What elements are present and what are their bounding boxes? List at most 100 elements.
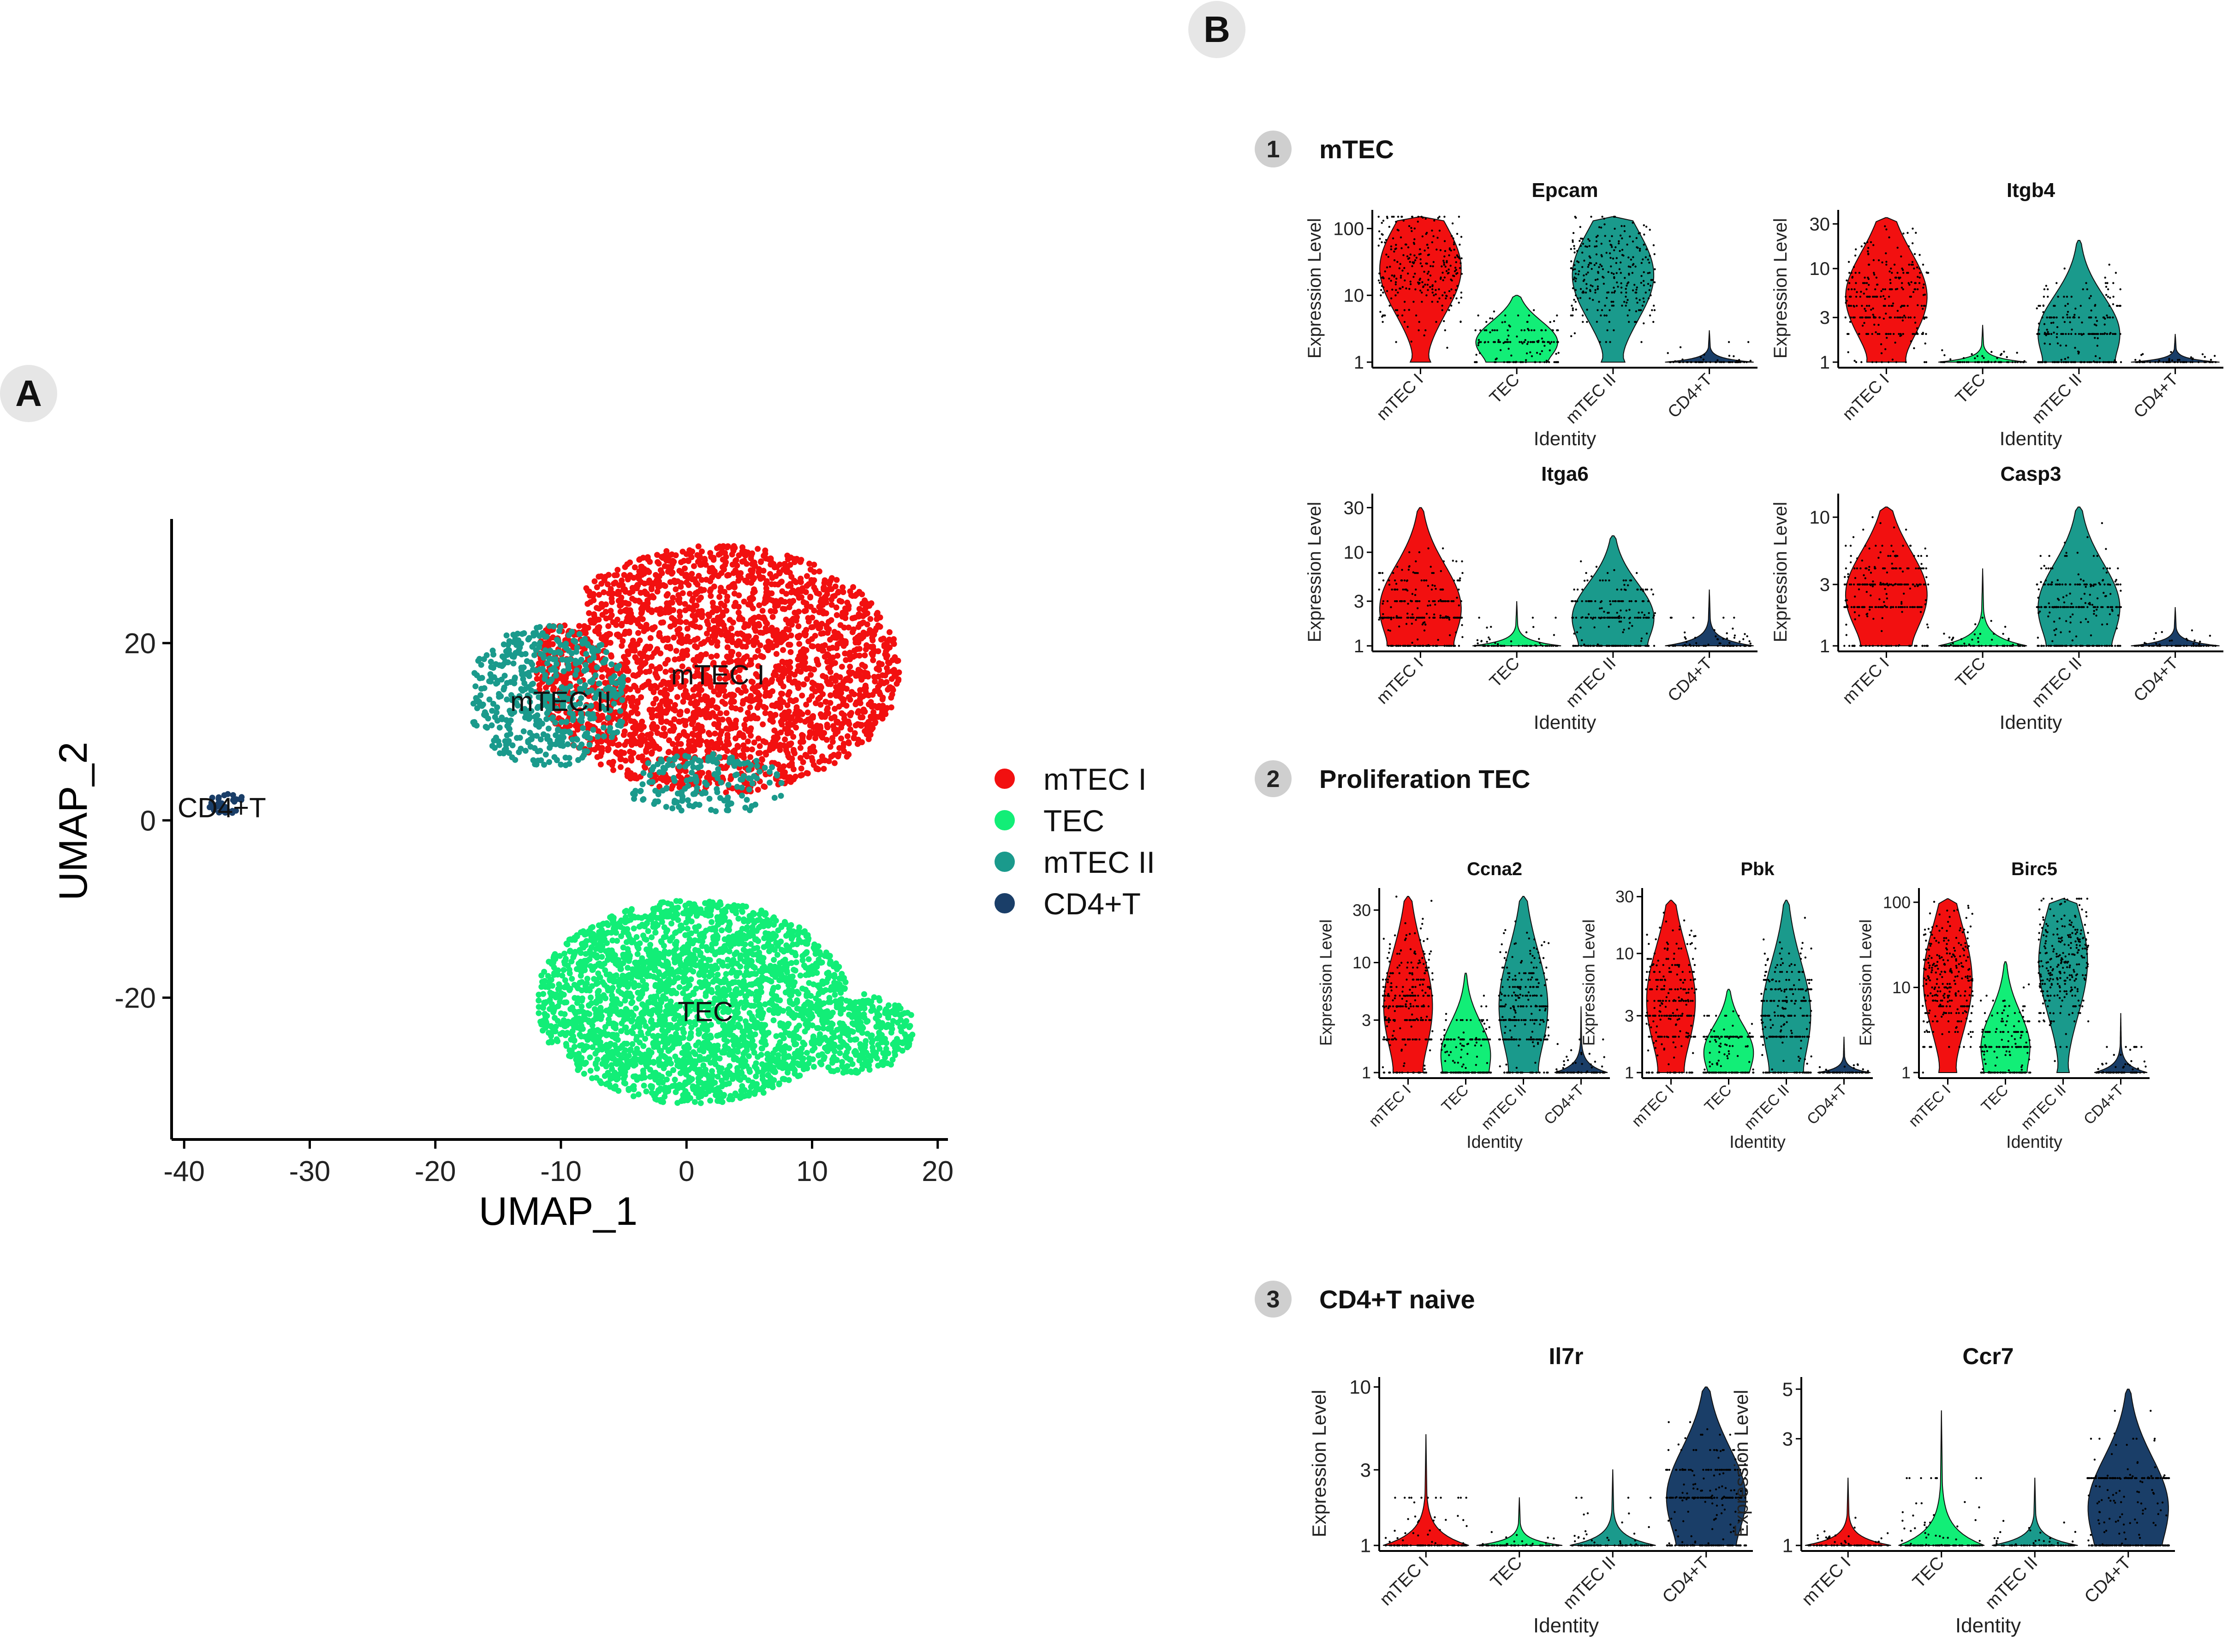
umap-point (502, 738, 508, 745)
umap-point (526, 673, 532, 679)
umap-point (856, 589, 863, 595)
umap-point (804, 583, 810, 589)
umap-point (584, 601, 591, 607)
umap-point (697, 624, 703, 631)
umap-point (757, 769, 763, 775)
umap-point (503, 632, 510, 638)
umap-point (811, 561, 817, 568)
umap-point (660, 637, 667, 644)
umap-point (609, 679, 615, 686)
umap-point (689, 571, 695, 577)
umap-point (709, 600, 716, 606)
umap-point (725, 802, 731, 809)
umap-point (864, 724, 871, 731)
umap-point (531, 652, 537, 658)
umap-point (852, 639, 859, 646)
umap-point (886, 684, 893, 691)
umap-point (714, 643, 721, 649)
umap-point (647, 635, 654, 641)
umap-point (615, 722, 621, 728)
umap-point (731, 763, 738, 769)
umap-point (512, 674, 518, 681)
umap-point (638, 563, 645, 570)
umap-point (863, 688, 869, 695)
umap-point (819, 643, 826, 650)
umap-point (667, 720, 673, 727)
umap-point (651, 624, 658, 631)
umap-point (786, 720, 792, 727)
panel-b-label: B (1203, 9, 1230, 50)
umap-point (509, 742, 516, 749)
umap-point (596, 591, 602, 598)
umap-point (614, 572, 620, 578)
umap-point (639, 781, 646, 787)
umap-point (672, 778, 678, 784)
umap-point (854, 646, 860, 652)
umap-point (661, 725, 667, 732)
umap-point (696, 802, 703, 808)
umap-point (879, 696, 886, 703)
umap-point (843, 703, 850, 709)
umap-point (654, 730, 661, 736)
umap-point (756, 692, 763, 698)
umap-point (698, 984, 704, 990)
umap-point (709, 609, 715, 615)
umap-point (778, 780, 785, 786)
umap-point (574, 725, 581, 731)
umap-point (524, 658, 530, 664)
umap-point (682, 607, 689, 614)
umap-point (660, 619, 666, 626)
umap-point (622, 586, 628, 593)
umap-point (608, 661, 615, 668)
umap-point (707, 550, 714, 556)
umap-point (724, 593, 731, 600)
umap-point (767, 639, 774, 646)
umap-point (768, 558, 774, 564)
umap-point (630, 672, 637, 679)
umap-point (627, 613, 634, 619)
umap-point (753, 634, 759, 641)
umap-point (661, 733, 668, 739)
umap-point (631, 704, 638, 711)
umap-point (606, 631, 612, 637)
umap-point (542, 751, 549, 758)
umap-point (646, 779, 653, 785)
umap-point (539, 1004, 546, 1010)
umap-point (783, 616, 789, 623)
umap-point (500, 641, 507, 648)
umap-point (775, 761, 781, 768)
umap-point (757, 698, 763, 704)
umap-point (674, 694, 680, 700)
umap-point (816, 568, 822, 575)
umap-point (780, 647, 786, 653)
umap-point (534, 625, 540, 631)
umap-point (649, 723, 655, 729)
umap-point (527, 736, 534, 743)
umap-point (819, 729, 825, 736)
umap-point (649, 593, 655, 599)
umap-point (874, 666, 880, 672)
umap-point (545, 725, 552, 732)
umap-point (879, 708, 885, 714)
umap-point (584, 730, 590, 736)
umap-point (673, 648, 679, 654)
umap-point (586, 742, 593, 748)
umap-point (901, 1010, 908, 1016)
umap-point (848, 710, 854, 716)
umap-point (571, 638, 577, 644)
umap-point (704, 618, 710, 625)
umap-point (685, 797, 691, 804)
umap-point (819, 714, 825, 720)
umap-point (714, 653, 720, 659)
umap-point (833, 689, 840, 695)
umap-point (802, 751, 809, 758)
umap-point (835, 753, 841, 760)
umap-point (619, 697, 626, 703)
umap-point (881, 680, 887, 686)
umap-point (577, 679, 583, 685)
umap-point (784, 634, 790, 641)
umap-point (685, 754, 692, 760)
umap-point (665, 749, 672, 756)
umap-point (605, 572, 612, 578)
umap-point (608, 653, 614, 660)
